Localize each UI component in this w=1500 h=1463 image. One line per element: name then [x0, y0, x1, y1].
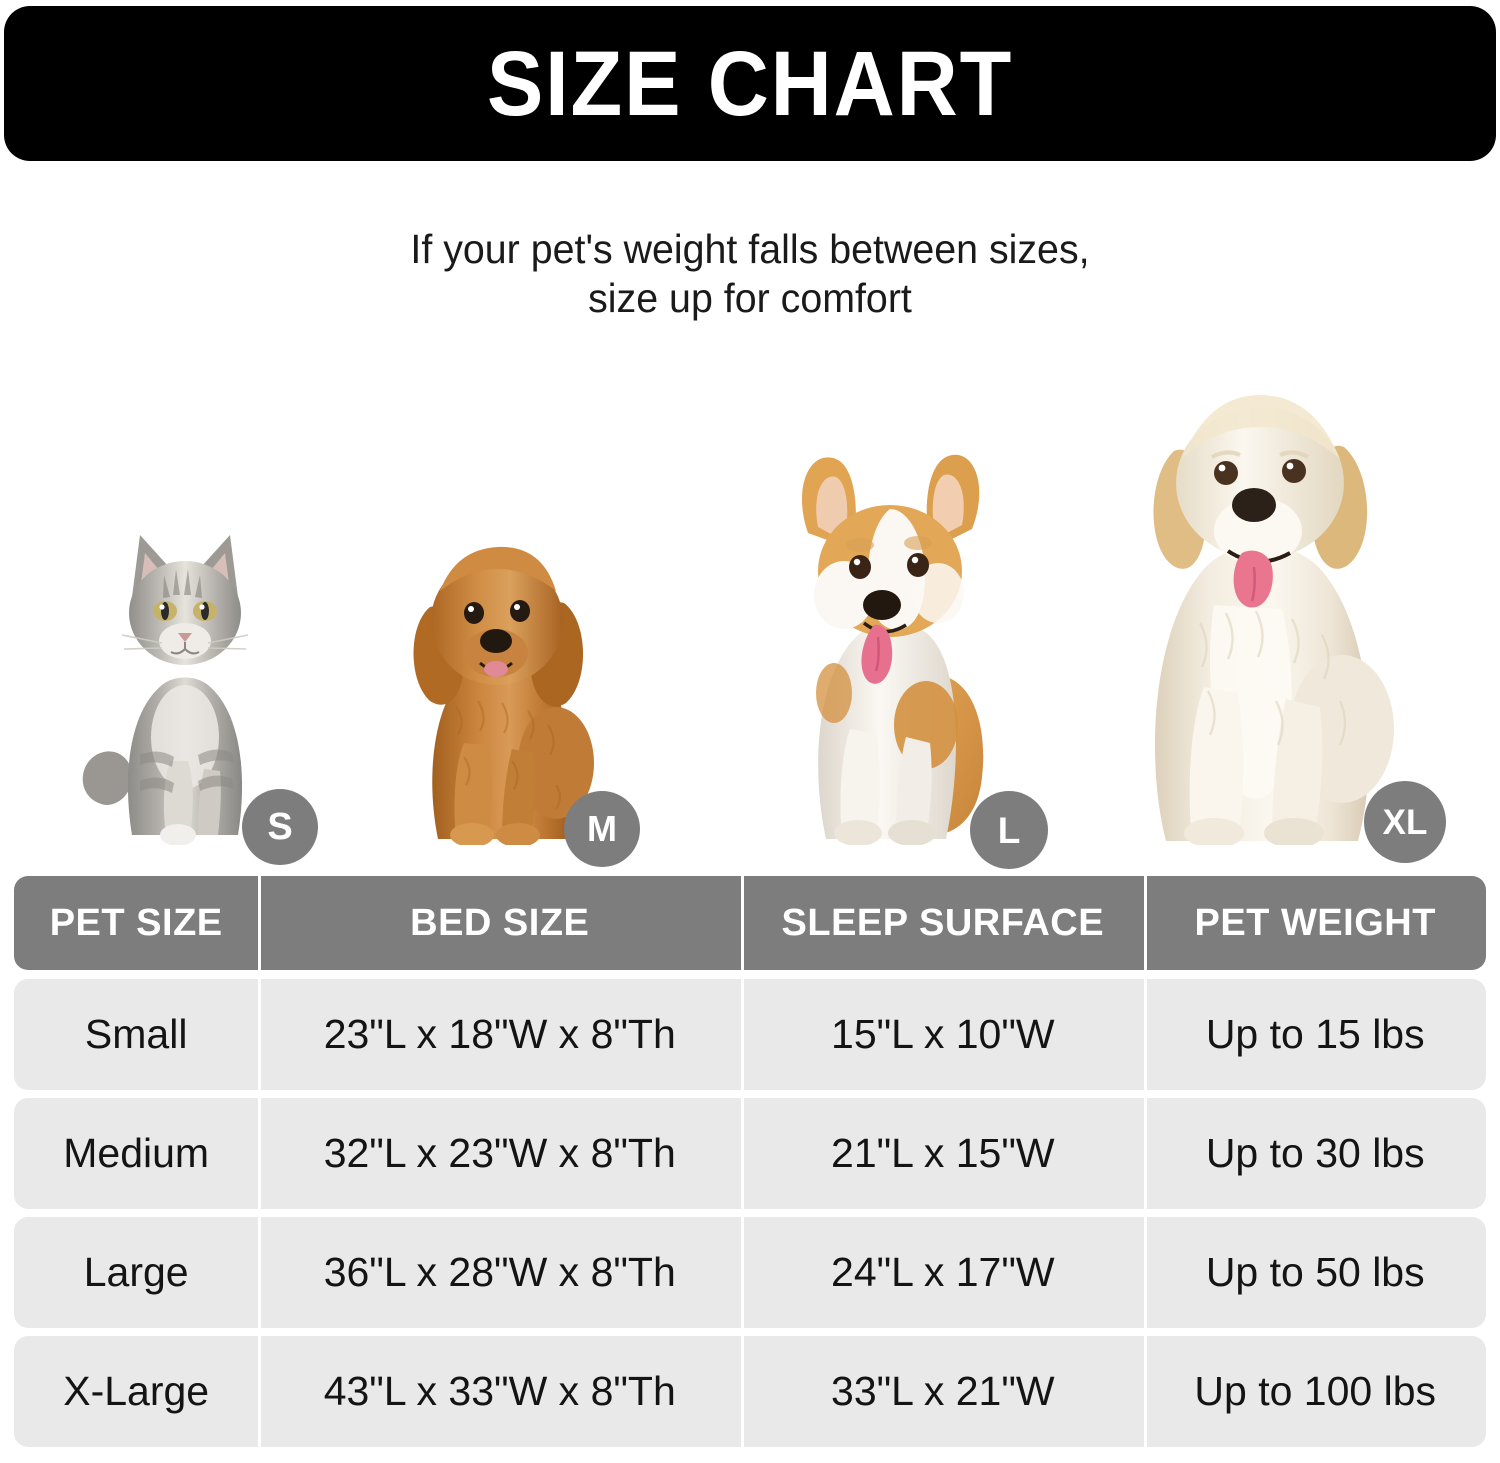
- subtitle-line-2: size up for comfort: [588, 275, 912, 322]
- cell-bed-size: 23"L x 18"W x 8"Th: [258, 979, 741, 1090]
- cell-sleep-surface: 15"L x 10"W: [741, 979, 1144, 1090]
- pet-cell-large: L: [756, 425, 1048, 869]
- cell-bed-size: 36"L x 28"W x 8"Th: [258, 1217, 741, 1328]
- page-title: SIZE CHART: [486, 32, 1014, 135]
- column-header-sleep-surface: SLEEP SURFACE: [741, 876, 1144, 970]
- column-header-pet-size: PET SIZE: [49, 901, 223, 944]
- golden-retriever-illustration: [1096, 355, 1426, 845]
- column-header-pet-weight: PET WEIGHT: [1144, 876, 1486, 970]
- table-header-row: PET SIZE BED SIZE SLEEP SURFACE PET WEIG…: [14, 876, 1486, 970]
- cell-pet-size: X-Large: [63, 1368, 210, 1414]
- subtitle-line-1: If your pet's weight falls between sizes…: [410, 226, 1090, 272]
- size-badge-s: S: [242, 789, 318, 865]
- pet-cell-xlarge: XL: [1096, 355, 1446, 863]
- cell-pet-weight: Up to 15 lbs: [1144, 979, 1486, 1090]
- column-header-bed-size: BED SIZE: [258, 876, 741, 970]
- corgi-illustration: [756, 425, 1024, 845]
- cell-pet-weight: Up to 100 lbs: [1144, 1336, 1486, 1447]
- size-badge-l: L: [970, 791, 1048, 869]
- subtitle: If your pet's weight falls between sizes…: [30, 225, 1470, 323]
- cell-pet-size: Medium: [63, 1130, 210, 1176]
- table-row: X-Large 43"L x 33"W x 8"Th 33"L x 21"W U…: [14, 1336, 1486, 1447]
- size-badge-s-label: S: [267, 806, 293, 848]
- cell-pet-size: Small: [84, 1011, 188, 1057]
- cell-bed-size: 43"L x 33"W x 8"Th: [258, 1336, 741, 1447]
- cell-pet-size: Large: [83, 1249, 189, 1295]
- cell-pet-weight: Up to 50 lbs: [1144, 1217, 1486, 1328]
- cell-sleep-surface: 24"L x 17"W: [741, 1217, 1144, 1328]
- cell-bed-size: 32"L x 23"W x 8"Th: [258, 1098, 741, 1209]
- puppy-illustration: [378, 495, 618, 845]
- cell-sleep-surface: 33"L x 21"W: [741, 1336, 1144, 1447]
- cell-sleep-surface: 21"L x 15"W: [741, 1098, 1144, 1209]
- pet-cell-small: S: [70, 505, 318, 865]
- pet-illustrations: S: [0, 345, 1500, 869]
- table-row: Medium 32"L x 23"W x 8"Th 21"L x 15"W Up…: [14, 1098, 1486, 1209]
- cell-pet-weight: Up to 30 lbs: [1144, 1098, 1486, 1209]
- size-badge-m: M: [564, 791, 640, 867]
- pet-cell-medium: M: [378, 495, 640, 867]
- table-row: Small 23"L x 18"W x 8"Th 15"L x 10"W Up …: [14, 979, 1486, 1090]
- size-badge-xl-label: XL: [1382, 802, 1428, 842]
- size-badge-xl: XL: [1364, 781, 1446, 863]
- title-banner: SIZE CHART: [4, 6, 1496, 161]
- cat-illustration: [70, 505, 300, 845]
- size-badge-l-label: L: [997, 809, 1021, 851]
- size-table: PET SIZE BED SIZE SLEEP SURFACE PET WEIG…: [14, 876, 1486, 1455]
- size-badge-m-label: M: [587, 808, 617, 849]
- table-row: Large 36"L x 28"W x 8"Th 24"L x 17"W Up …: [14, 1217, 1486, 1328]
